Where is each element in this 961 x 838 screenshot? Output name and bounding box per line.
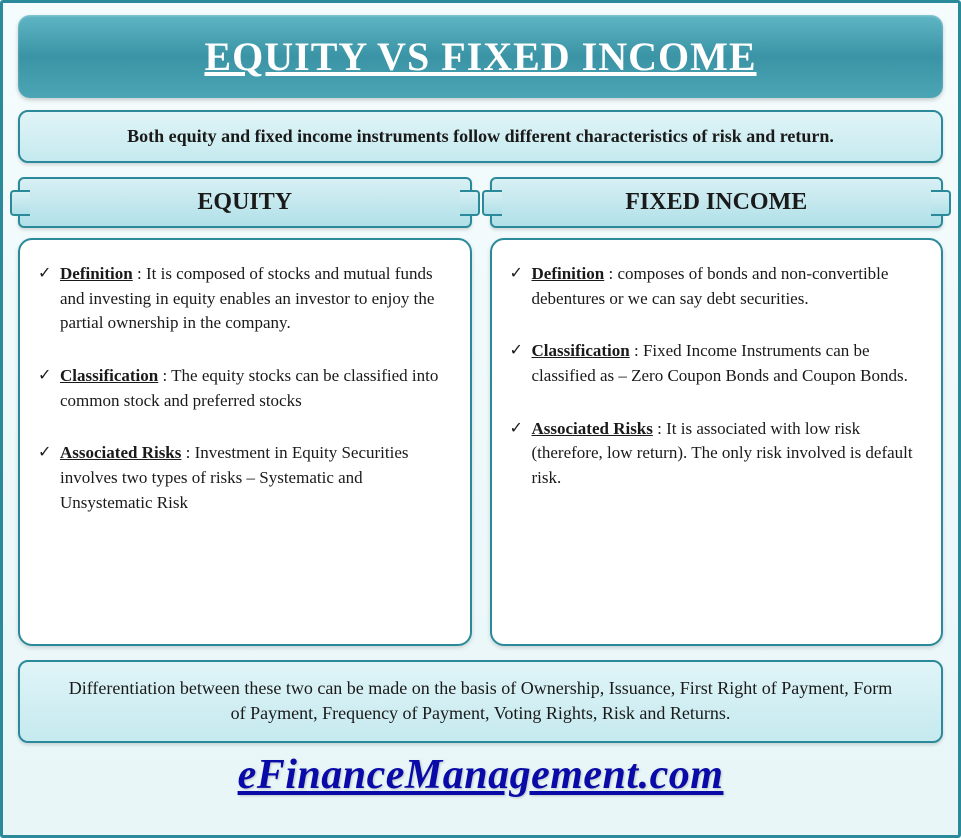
item-content: Classification : Fixed Income Instrument… <box>532 339 918 388</box>
check-icon: ✓ <box>38 364 60 413</box>
item-label: Associated Risks <box>532 419 653 438</box>
item-content: Definition : composes of bonds and non-c… <box>532 262 918 311</box>
fixed-income-body: ✓ Definition : composes of bonds and non… <box>490 238 944 646</box>
footer-box: Differentiation between these two can be… <box>18 660 943 742</box>
check-icon: ✓ <box>510 339 532 388</box>
item-label: Associated Risks <box>60 443 181 462</box>
list-item: ✓ Definition : It is composed of stocks … <box>38 262 446 336</box>
fixed-income-header-text: FIXED INCOME <box>502 189 932 216</box>
fixed-income-column: FIXED INCOME ✓ Definition : composes of … <box>490 177 944 646</box>
infographic-container: EQUITY VS FIXED INCOME Both equity and f… <box>3 3 958 817</box>
list-item: ✓ Definition : composes of bonds and non… <box>510 262 918 311</box>
title-text: EQUITY VS FIXED INCOME <box>38 33 923 80</box>
equity-body: ✓ Definition : It is composed of stocks … <box>18 238 472 646</box>
check-icon: ✓ <box>510 417 532 491</box>
equity-header-text: EQUITY <box>30 189 460 216</box>
list-item: ✓ Associated Risks : It is associated wi… <box>510 417 918 491</box>
brand-text: eFinanceManagement.com <box>18 751 943 805</box>
item-label: Classification <box>532 341 630 360</box>
intro-text: Both equity and fixed income instruments… <box>50 124 911 149</box>
footer-text: Differentiation between these two can be… <box>60 676 901 726</box>
item-label: Definition <box>532 264 605 283</box>
title-banner: EQUITY VS FIXED INCOME <box>18 15 943 98</box>
item-content: Definition : It is composed of stocks an… <box>60 262 446 336</box>
intro-box: Both equity and fixed income instruments… <box>18 110 943 163</box>
equity-column: EQUITY ✓ Definition : It is composed of … <box>18 177 472 646</box>
list-item: ✓ Classification : The equity stocks can… <box>38 364 446 413</box>
item-label: Definition <box>60 264 133 283</box>
comparison-columns: EQUITY ✓ Definition : It is composed of … <box>18 177 943 646</box>
equity-header: EQUITY <box>18 177 472 228</box>
item-content: Classification : The equity stocks can b… <box>60 364 446 413</box>
list-item: ✓ Classification : Fixed Income Instrume… <box>510 339 918 388</box>
fixed-income-header: FIXED INCOME <box>490 177 944 228</box>
item-content: Associated Risks : It is associated with… <box>532 417 918 491</box>
check-icon: ✓ <box>38 441 60 515</box>
list-item: ✓ Associated Risks : Investment in Equit… <box>38 441 446 515</box>
item-content: Associated Risks : Investment in Equity … <box>60 441 446 515</box>
item-label: Classification <box>60 366 158 385</box>
check-icon: ✓ <box>38 262 60 336</box>
check-icon: ✓ <box>510 262 532 311</box>
